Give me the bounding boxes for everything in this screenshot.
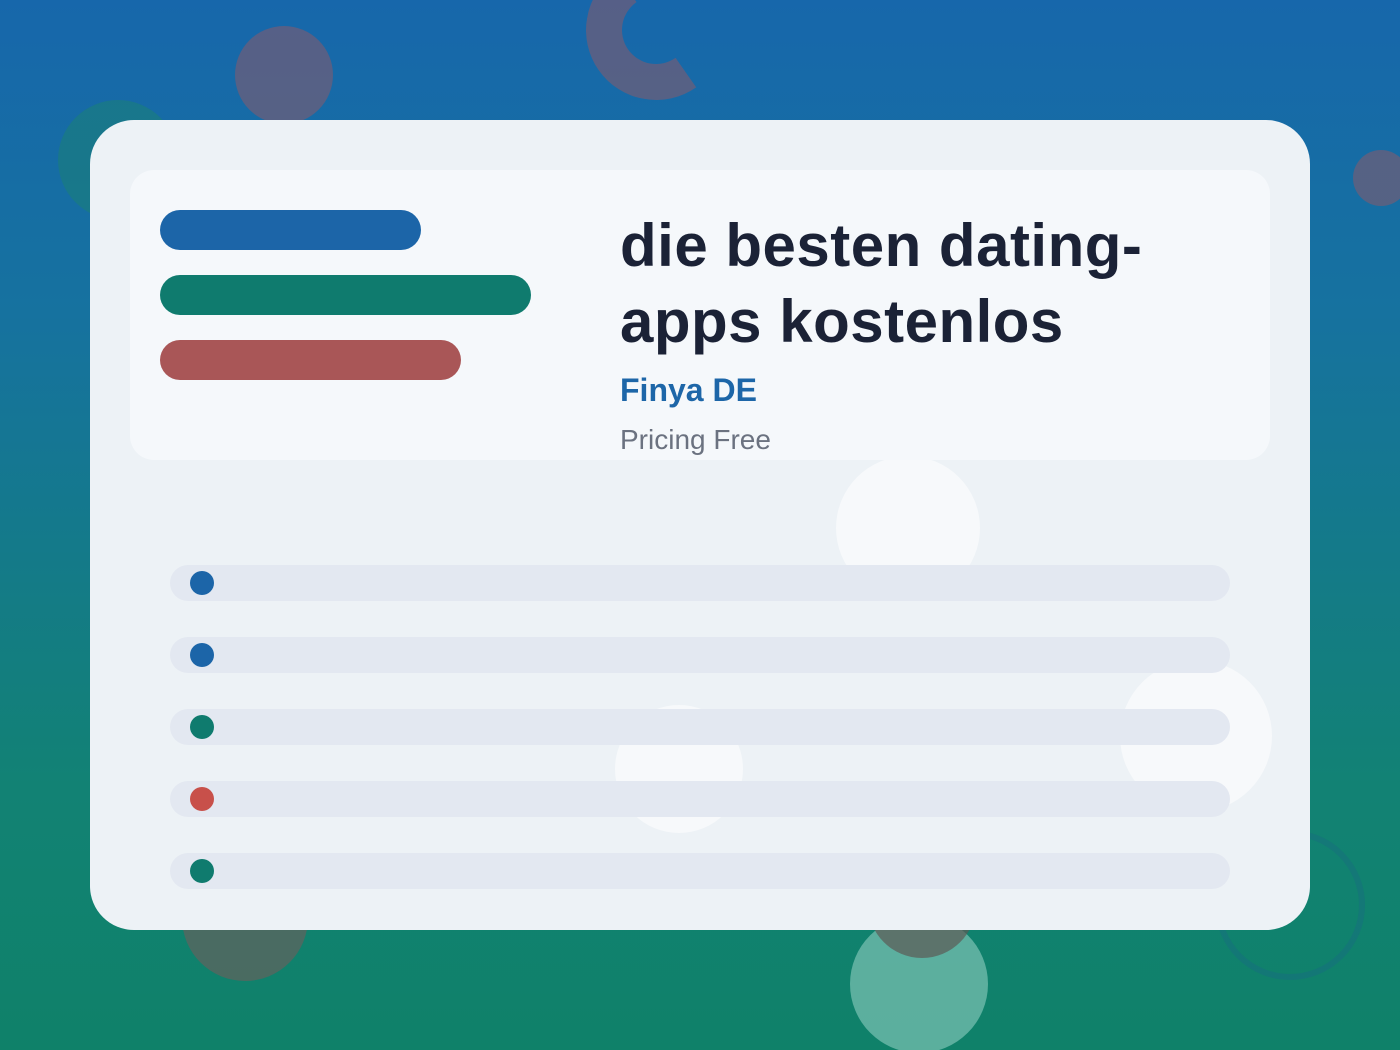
list-item bbox=[170, 709, 1230, 745]
background-crescent bbox=[574, 0, 738, 112]
background-circle bbox=[235, 26, 333, 124]
hero-panel: die besten dating-apps kostenlos Finya D… bbox=[130, 170, 1270, 460]
bullet-dot-icon bbox=[190, 715, 214, 739]
background-circle bbox=[1353, 150, 1400, 206]
list-item bbox=[170, 637, 1230, 673]
bullet-dot-icon bbox=[190, 859, 214, 883]
logo-bar-blue bbox=[160, 210, 421, 250]
bullet-dot-icon bbox=[190, 787, 214, 811]
bullet-dot-icon bbox=[190, 643, 214, 667]
list-item bbox=[170, 565, 1230, 601]
list-item bbox=[170, 781, 1230, 817]
page-title: die besten dating-apps kostenlos bbox=[620, 212, 1143, 355]
bullet-dot-icon bbox=[190, 571, 214, 595]
logo-bar-teal bbox=[160, 275, 531, 315]
app-name[interactable]: Finya DE bbox=[620, 372, 757, 408]
list-item bbox=[170, 853, 1230, 889]
app-card: die besten dating-apps kostenlos Finya D… bbox=[90, 120, 1310, 930]
pricing-label: Pricing Free bbox=[620, 424, 771, 455]
feature-list bbox=[170, 565, 1230, 925]
logo-bar-red bbox=[160, 340, 461, 380]
